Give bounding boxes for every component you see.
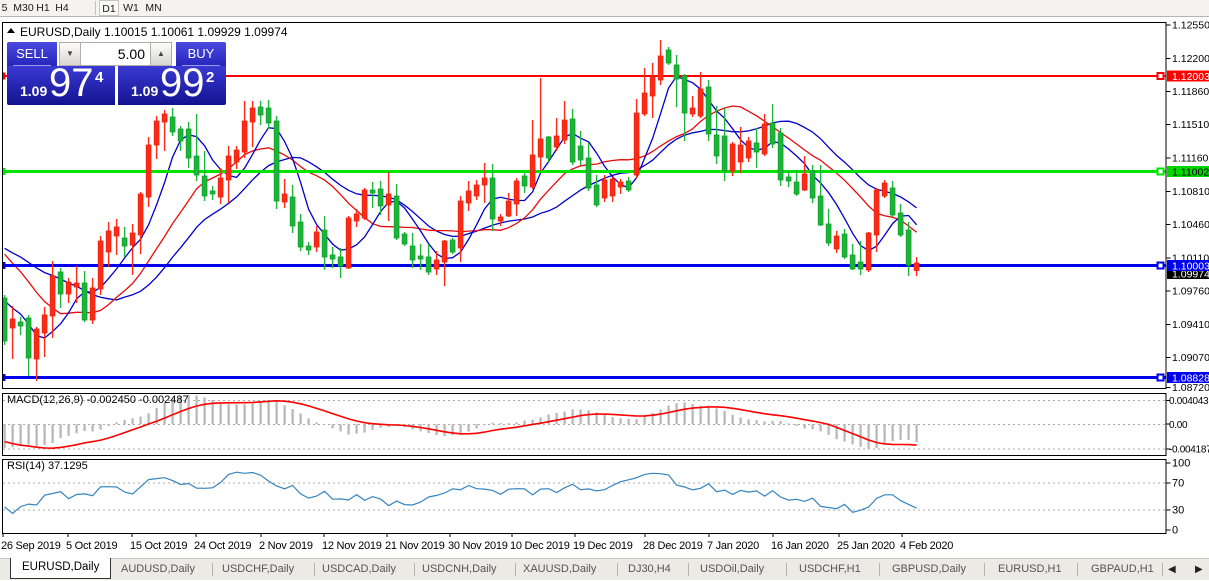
svg-text:30: 30 (1172, 504, 1184, 516)
svg-text:1.09070: 1.09070 (1172, 352, 1209, 364)
svg-text:MACD(12,26,9) -0.002450 -0.002: MACD(12,26,9) -0.002450 -0.002487 (7, 394, 189, 406)
svg-text:19 Dec 2019: 19 Dec 2019 (573, 540, 633, 552)
svg-text:1.11860: 1.11860 (1172, 86, 1209, 98)
svg-text:25 Jan 2020: 25 Jan 2020 (837, 540, 895, 552)
svg-text:0.004043: 0.004043 (1169, 396, 1209, 407)
svg-text:1.10003: 1.10003 (1172, 260, 1209, 272)
svg-text:1.09760: 1.09760 (1172, 286, 1209, 298)
svg-text:2 Nov 2019: 2 Nov 2019 (259, 540, 313, 552)
svg-text:26 Sep 2019: 26 Sep 2019 (1, 540, 61, 552)
svg-text:70: 70 (1172, 478, 1184, 490)
svg-text:1.09974: 1.09974 (1172, 268, 1209, 280)
svg-text:12 Nov 2019: 12 Nov 2019 (322, 540, 382, 552)
svg-text:0.00: 0.00 (1169, 420, 1188, 431)
svg-text:-0.004187: -0.004187 (1169, 444, 1209, 455)
svg-text:1.11160: 1.11160 (1172, 153, 1209, 165)
svg-text:1.11510: 1.11510 (1172, 119, 1209, 131)
svg-text:100: 100 (1172, 458, 1190, 470)
svg-text:RSI(14) 37.1295: RSI(14) 37.1295 (7, 460, 88, 472)
svg-text:4 Feb 2020: 4 Feb 2020 (900, 540, 953, 552)
svg-text:16 Jan 2020: 16 Jan 2020 (771, 540, 829, 552)
svg-text:1.12003: 1.12003 (1172, 71, 1209, 83)
svg-text:1.08720: 1.08720 (1172, 382, 1209, 394)
svg-text:1.10810: 1.10810 (1172, 186, 1209, 198)
svg-text:7 Jan 2020: 7 Jan 2020 (707, 540, 759, 552)
svg-text:1.08828: 1.08828 (1172, 372, 1209, 384)
svg-text:1.12550: 1.12550 (1172, 20, 1209, 32)
svg-text:1.10460: 1.10460 (1172, 219, 1209, 231)
svg-text:21 Nov 2019: 21 Nov 2019 (385, 540, 445, 552)
svg-text:30 Nov 2019: 30 Nov 2019 (448, 540, 508, 552)
svg-text:EURUSD,Daily 1.10015 1.10061: EURUSD,Daily 1.10015 1.10061 1.09929 1.0… (20, 25, 288, 39)
svg-text:10 Dec 2019: 10 Dec 2019 (510, 540, 570, 552)
svg-text:5 Oct 2019: 5 Oct 2019 (66, 540, 117, 552)
svg-text:15 Oct 2019: 15 Oct 2019 (130, 540, 187, 552)
svg-text:28 Dec 2019: 28 Dec 2019 (643, 540, 703, 552)
svg-text:24 Oct 2019: 24 Oct 2019 (194, 540, 251, 552)
svg-text:1.09410: 1.09410 (1172, 319, 1209, 331)
svg-text:1.12200: 1.12200 (1172, 53, 1209, 65)
svg-text:0: 0 (1172, 524, 1178, 536)
svg-text:1.11002: 1.11002 (1172, 166, 1209, 178)
